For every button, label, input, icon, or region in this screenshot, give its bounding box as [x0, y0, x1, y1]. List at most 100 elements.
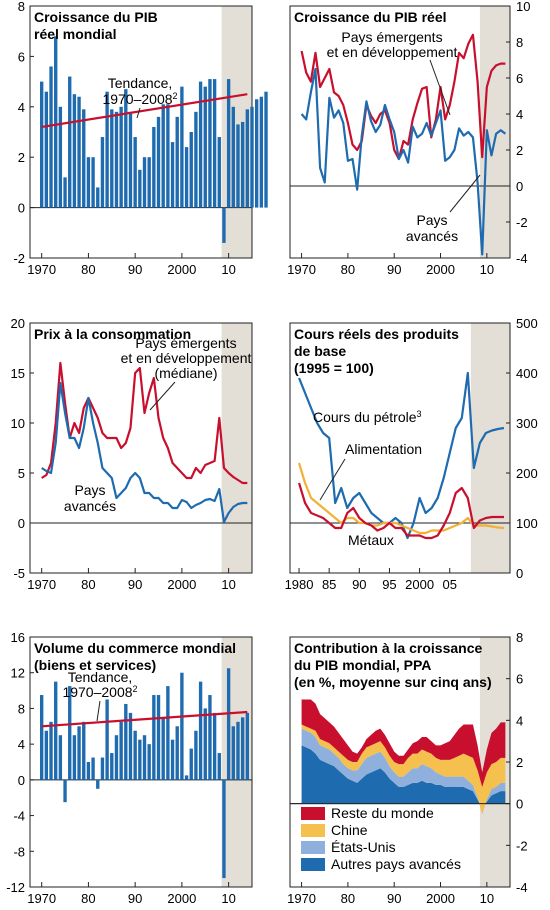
- y-tick-label: 0: [18, 201, 25, 216]
- bar: [152, 126, 156, 208]
- bar: [58, 106, 63, 208]
- bar: [142, 157, 147, 208]
- bar: [54, 681, 58, 780]
- bar: [180, 86, 184, 208]
- bar: [161, 104, 165, 208]
- panel-title: Volume du commerce mondial: [34, 640, 236, 656]
- annotation-emerging: et en développement: [327, 44, 458, 60]
- bar: [147, 157, 151, 208]
- y-tick-label: -4: [13, 809, 25, 824]
- y-tick-label: -2: [516, 215, 528, 230]
- bar: [72, 94, 77, 208]
- bar: [152, 695, 156, 780]
- bar: [166, 686, 170, 780]
- panel-title: du PIB mondial, PPA: [294, 657, 431, 673]
- bar: [44, 730, 49, 780]
- bar: [119, 721, 123, 780]
- projection-shade: [221, 323, 252, 573]
- bar: [49, 66, 53, 208]
- x-tick-label: 1970: [27, 891, 56, 905]
- y-tick-label: 5: [18, 466, 25, 481]
- bar: [114, 111, 119, 208]
- x-tick-label: 90: [128, 262, 142, 277]
- y-tick-label: 4: [516, 713, 523, 728]
- plot-frame: [29, 636, 253, 888]
- panel-title: réel mondial: [34, 26, 116, 42]
- x-tick-label: 80: [81, 262, 95, 277]
- bar: [217, 137, 221, 208]
- legend-swatch: [301, 858, 325, 871]
- y-tick-label: 10: [516, 0, 530, 14]
- y-tick-label: 6: [516, 672, 523, 687]
- bar: [264, 91, 268, 208]
- bar: [63, 779, 67, 803]
- bar: [49, 721, 53, 780]
- x-tick-label: 1970: [287, 891, 316, 905]
- bar: [184, 775, 189, 780]
- bar: [245, 712, 250, 780]
- trend-line: [41, 710, 248, 728]
- annotation-trend: Tendance,: [68, 669, 133, 685]
- x-tick-label: 10: [221, 262, 235, 277]
- panel-title: (1995 = 100): [294, 360, 374, 376]
- y-tick-label: -5: [13, 566, 25, 581]
- panel-title: (en %, moyenne sur cinq ans): [294, 674, 492, 690]
- x-tick-label: 90: [128, 577, 142, 592]
- annotation-leader: [96, 700, 101, 722]
- bar: [217, 753, 221, 780]
- bar: [100, 757, 105, 780]
- series-line: [300, 67, 507, 256]
- annotation-trend: Tendance,: [108, 75, 173, 91]
- bar: [156, 116, 161, 208]
- bar: [110, 109, 114, 208]
- y-tick-label: 8: [516, 35, 523, 50]
- y-tick-label: 8: [516, 630, 523, 645]
- bar: [184, 147, 189, 208]
- panel-title: Cours réels des produits: [294, 326, 459, 342]
- bar: [105, 91, 109, 208]
- plot-frame: [289, 5, 511, 259]
- panel-title: de base: [294, 343, 346, 359]
- series-line: [300, 33, 506, 161]
- y-tick-label: 8: [18, 701, 25, 716]
- bar: [236, 124, 240, 208]
- legend-label: États-Unis: [331, 839, 396, 855]
- y-tick-label: 0: [516, 179, 523, 194]
- annotation-trend: 1970–20082: [62, 684, 137, 700]
- legend-label: Chine: [331, 822, 368, 838]
- bar: [119, 106, 123, 208]
- plot-frame: [29, 322, 253, 574]
- legend-label: Reste du monde: [331, 805, 434, 821]
- annotation-food: Alimentation: [345, 441, 422, 457]
- bar: [82, 721, 86, 780]
- x-tick-label: 1980: [285, 577, 314, 592]
- projection-shade: [470, 323, 510, 573]
- panel-p6: -4 -2 0 2 4 6 8 1970 80 90 2000 10 Reste du mondeChi…: [287, 630, 527, 906]
- bar: [91, 757, 95, 780]
- legend-swatch: [301, 807, 325, 820]
- bar: [250, 106, 254, 208]
- y-tick-label: 4: [18, 737, 25, 752]
- x-tick-label: 1970: [287, 262, 316, 277]
- series-line: [298, 371, 505, 540]
- y-tick-label: 300: [516, 416, 538, 431]
- bar: [203, 86, 207, 208]
- bar: [156, 695, 161, 780]
- x-tick-label: 90: [387, 262, 401, 277]
- bar: [147, 744, 151, 780]
- bar: [236, 721, 240, 780]
- series-line: [297, 462, 505, 535]
- panel-p2: -4 -2 0 2 4 6 8 10 1970 80 90 2000 10 Croissance du P…: [287, 0, 530, 277]
- legend-label: Autres pays avancés: [331, 856, 461, 872]
- annotation-leader: [136, 107, 141, 119]
- bar: [124, 89, 128, 208]
- x-tick-label: 05: [442, 577, 456, 592]
- y-tick-label: 8: [18, 0, 25, 14]
- y-tick-label: 400: [516, 366, 538, 381]
- bar: [161, 717, 165, 780]
- bar: [212, 79, 217, 208]
- series-line: [41, 381, 248, 524]
- bar: [63, 177, 67, 208]
- bar: [40, 81, 44, 208]
- area-band: [301, 745, 506, 808]
